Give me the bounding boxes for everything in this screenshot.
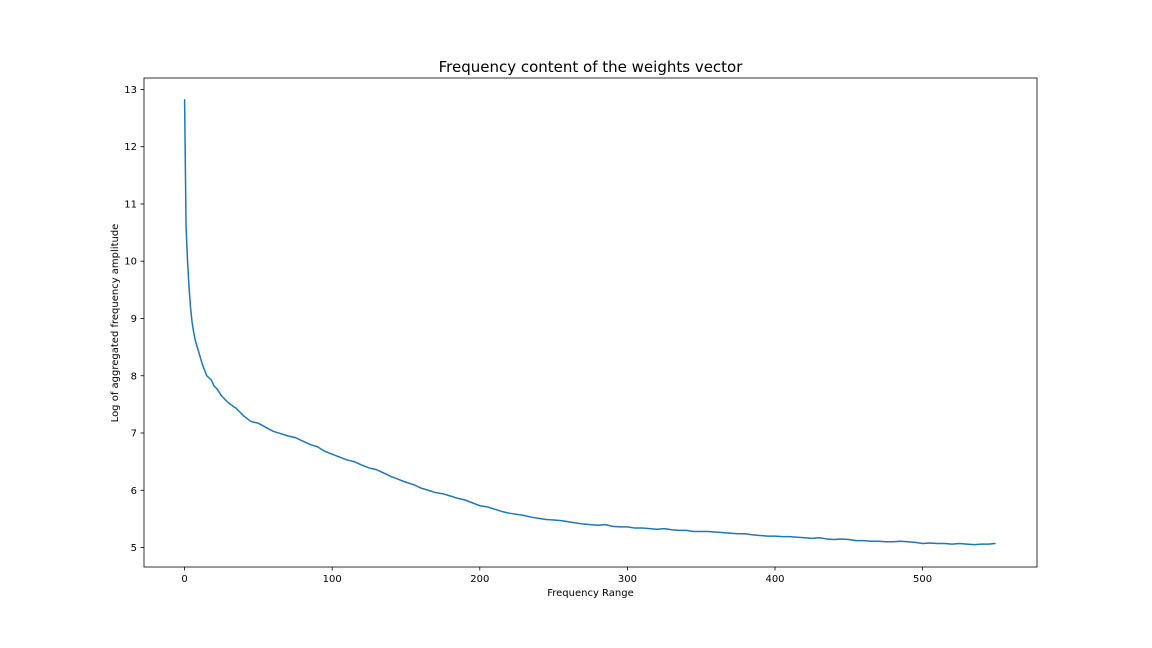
chart-title: Frequency content of the weights vector <box>439 58 744 76</box>
x-tick-label: 400 <box>765 574 784 585</box>
x-tick-label: 200 <box>470 574 489 585</box>
y-tick-label: 12 <box>124 142 137 153</box>
axis-ticks: 0 100 200 300 400 500 5 6 7 8 9 10 11 12 13 <box>124 85 932 585</box>
x-tick-label: 500 <box>913 574 932 585</box>
x-tick-label: 0 <box>181 574 187 585</box>
plot-frame <box>143 77 1038 568</box>
y-tick-label: 11 <box>124 199 137 210</box>
x-tick-label: 100 <box>323 574 342 585</box>
x-axis-label: Frequency Range <box>547 588 634 599</box>
y-tick-label: 13 <box>124 85 137 96</box>
y-tick-label: 5 <box>131 543 137 554</box>
plot-area: 0 100 200 300 400 500 5 6 7 8 9 10 11 12 13 <box>124 77 1038 585</box>
y-axis-label: Log of aggregated frequency amplitude <box>110 224 121 423</box>
y-tick-label: 10 <box>124 257 137 268</box>
y-tick-label: 6 <box>131 486 137 497</box>
x-tick-label: 300 <box>618 574 637 585</box>
data-series-line <box>183 99 996 546</box>
y-tick-label: 8 <box>131 371 137 382</box>
y-tick-label: 9 <box>131 314 137 325</box>
y-tick-label: 7 <box>131 429 137 440</box>
